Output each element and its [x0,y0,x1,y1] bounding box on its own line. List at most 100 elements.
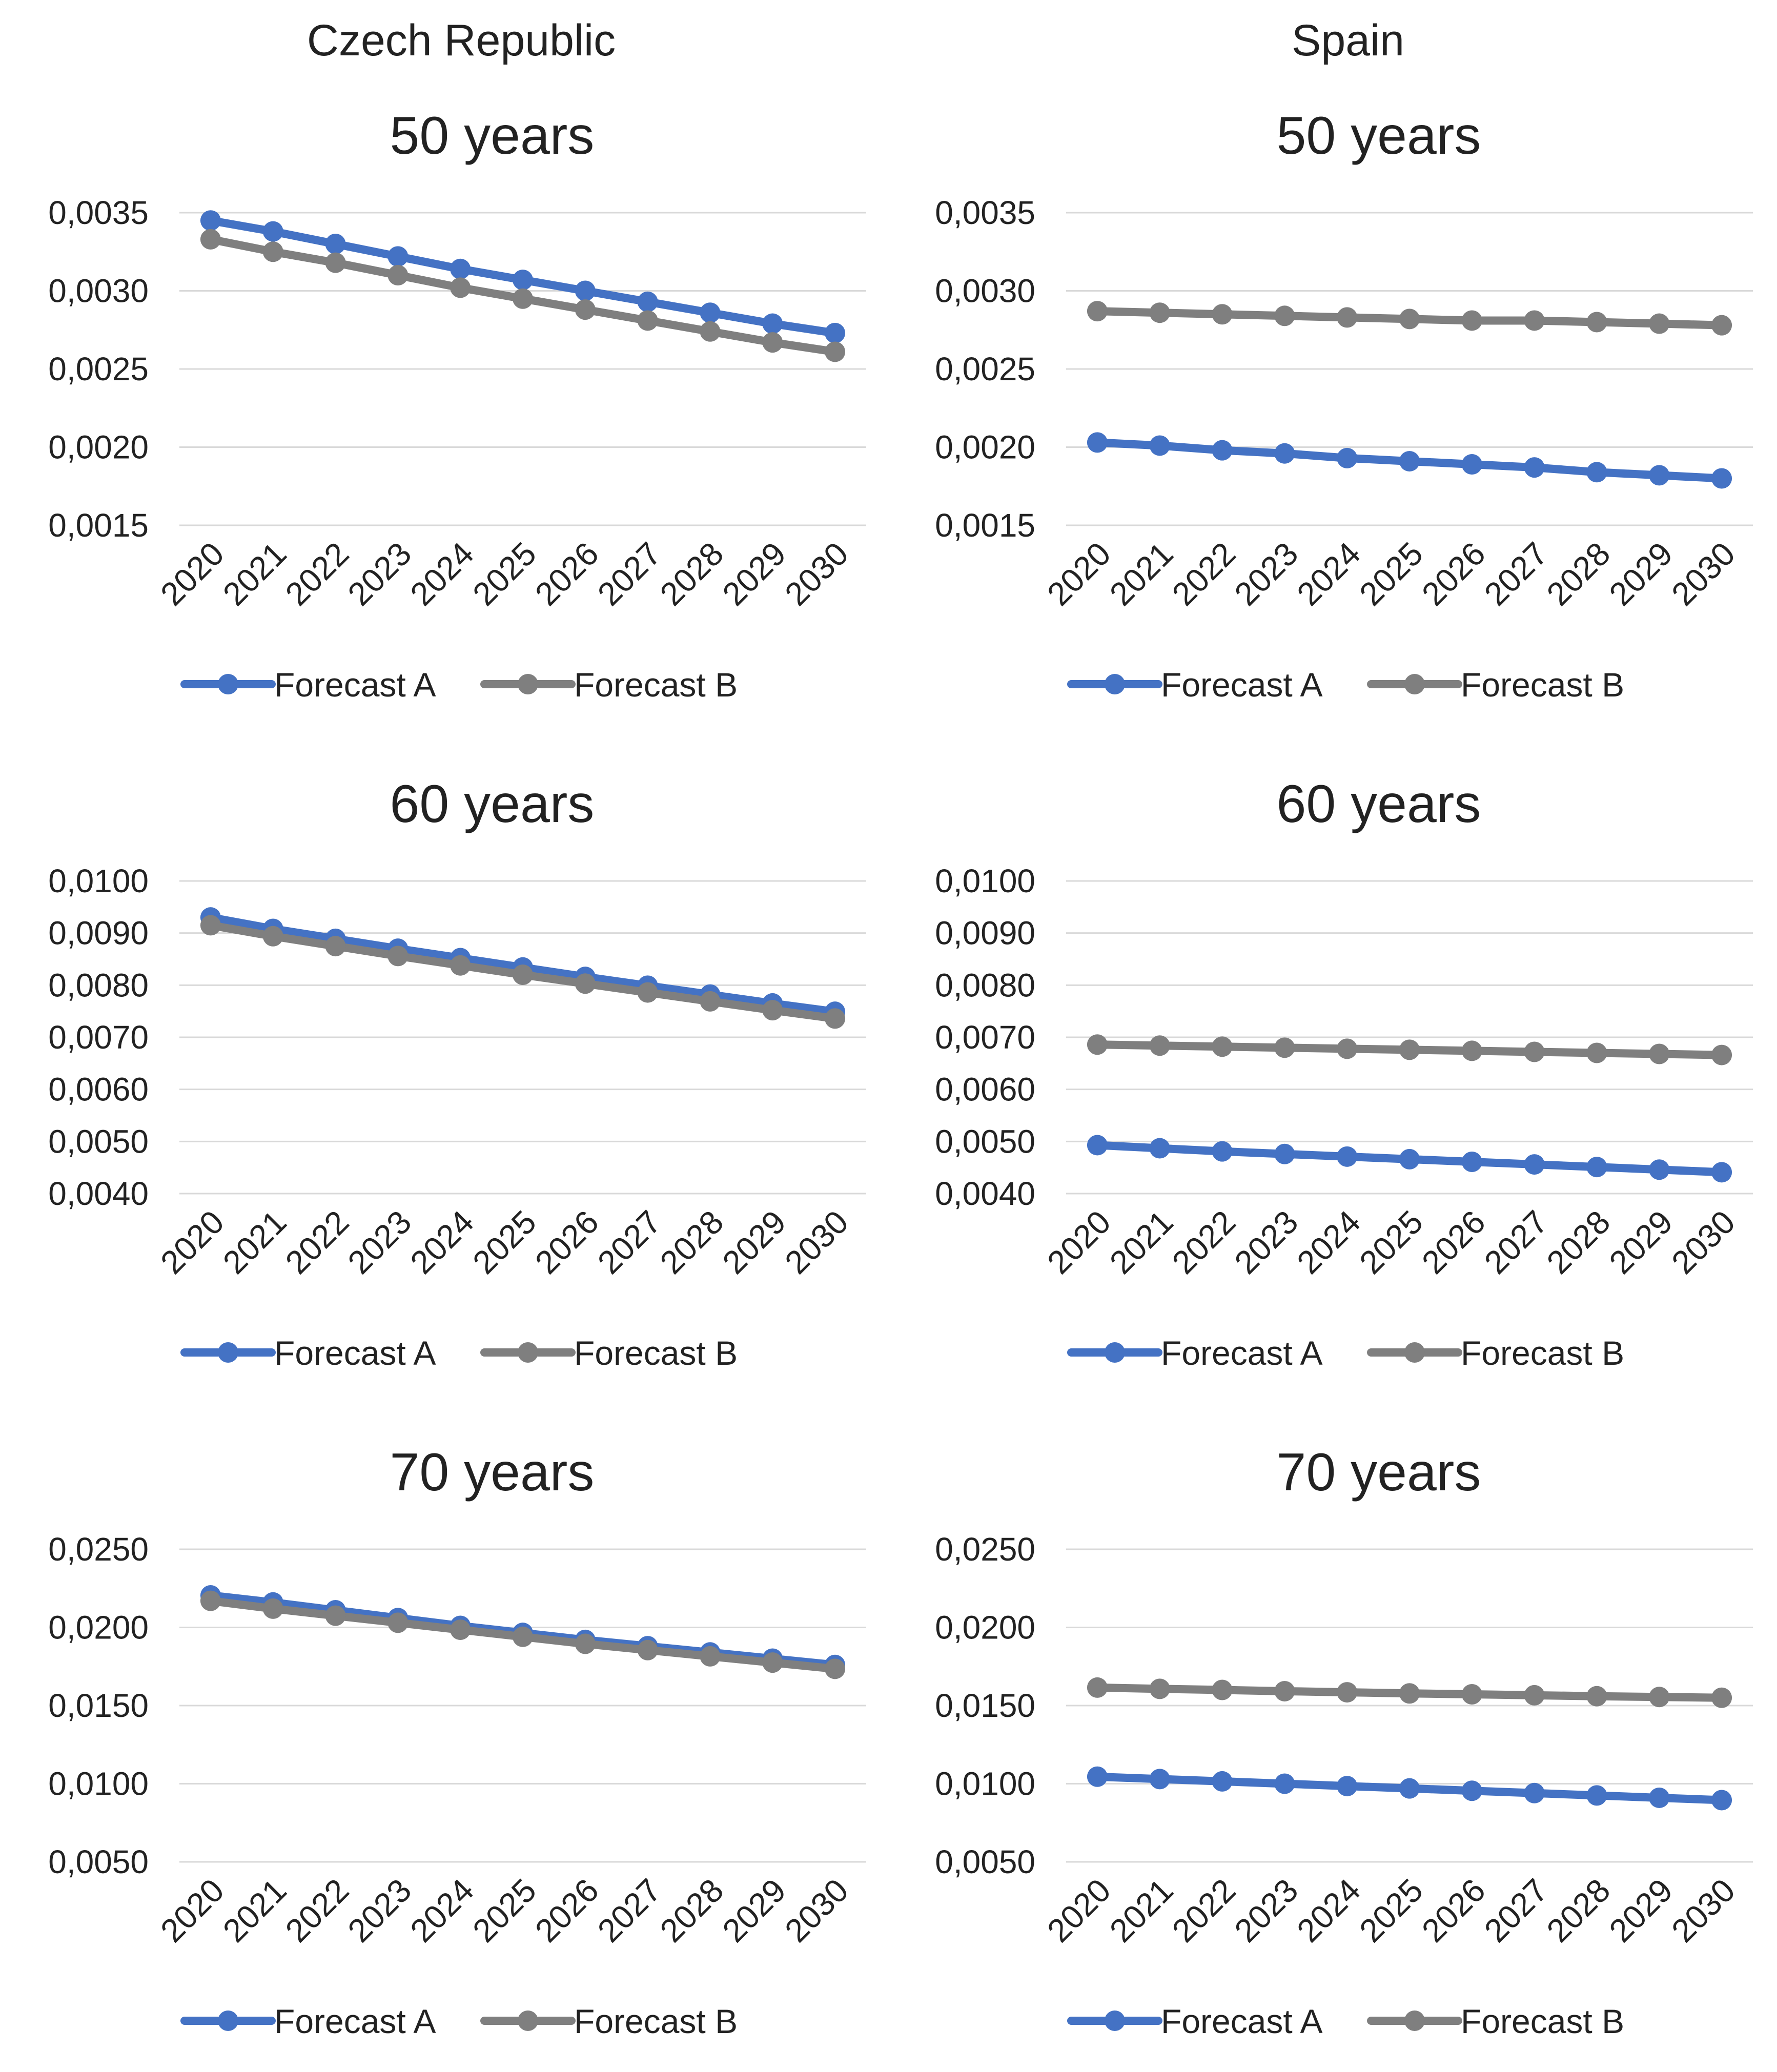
x-tick-label: 2021 [1102,1203,1180,1281]
data-point-forecast-a-2028 [1586,1785,1607,1806]
x-tick-label: 2027 [590,1203,668,1281]
data-point-forecast-b-2028 [1586,312,1607,333]
data-point-forecast-b-2026 [1461,310,1482,331]
x-tick-label: 2028 [1540,535,1618,613]
data-point-forecast-b-2025 [513,1626,533,1647]
data-point-forecast-b-2029 [762,1652,783,1673]
line-chart-czech-70-years: 70 years0,02500,02000,01500,01000,005020… [48,1443,866,2040]
data-point-forecast-a-2026 [1461,454,1482,475]
data-point-forecast-a-2029 [1649,1159,1670,1180]
data-point-forecast-b-2022 [1212,304,1233,325]
data-point-forecast-b-2024 [1337,1682,1358,1703]
y-tick-label: 0,0035 [48,194,149,231]
chart-title: 70 years [390,1443,595,1502]
y-tick-label: 0,0040 [935,1175,1035,1212]
x-tick-label: 2020 [153,535,231,613]
x-tick-label: 2025 [465,1872,543,1950]
chart-panel-spain-70: 70 years 0,0250 0,0200 0,0150 0,0100 0,0050 20… [887,1434,1753,2049]
y-tick-label: 0,0015 [935,507,1035,544]
y-tick-label: 0,0050 [935,1843,1035,1880]
data-point-forecast-a-2030 [1711,1162,1732,1183]
legend-marker-forecast-a [1105,674,1125,694]
data-point-forecast-b-2021 [262,926,283,947]
data-point-forecast-b-2022 [325,252,346,273]
data-point-forecast-b-2030 [1711,1044,1732,1065]
data-point-forecast-a-2023 [1274,1143,1295,1164]
data-point-forecast-b-2024 [1337,1038,1358,1059]
data-point-forecast-b-2026 [575,1633,596,1654]
data-point-forecast-a-2028 [1586,1157,1607,1178]
data-point-forecast-b-2020 [200,229,221,250]
data-point-forecast-b-2028 [700,1646,721,1667]
data-point-forecast-a-2020 [200,210,221,231]
data-point-forecast-b-2023 [1274,305,1295,326]
data-point-forecast-a-2025 [513,270,533,291]
data-point-forecast-b-2025 [513,965,533,985]
data-point-forecast-a-2022 [1212,1771,1233,1792]
chart-panel-czech-50: 50 years 0,0035 0,0030 0,0025 0,0020 0,0015 20… [0,97,866,712]
legend-marker-forecast-b [518,1342,538,1363]
data-point-forecast-b-2030 [1711,315,1732,336]
x-tick-label: 2022 [278,1203,356,1281]
data-point-forecast-b-2030 [825,1008,846,1029]
chart-panel-czech-60: 60 years 0,0100 0,0090 0,0080 0,0070 0,0060 0,… [0,766,866,1381]
legend-label-forecast-a: Forecast A [274,666,436,704]
data-point-forecast-a-2029 [762,313,783,334]
data-point-forecast-b-2029 [1649,1043,1670,1064]
x-tick-label: 2024 [403,535,481,613]
data-point-forecast-b-2023 [387,946,408,967]
chart-panel-spain-50: 50 years 0,0035 0,0030 0,0025 0,0020 0,0015 20… [887,97,1753,712]
legend-label-forecast-b: Forecast B [574,2002,738,2040]
data-point-forecast-b-2025 [513,288,533,309]
x-tick-label: 2021 [216,1872,294,1950]
data-point-forecast-b-2028 [1586,1042,1607,1063]
data-point-forecast-a-2024 [450,258,471,279]
data-point-forecast-b-2027 [637,310,658,331]
legend-label-forecast-a: Forecast A [274,1334,436,1372]
data-point-forecast-b-2024 [450,277,471,298]
data-point-forecast-b-2022 [325,936,346,957]
y-tick-label: 0,0100 [48,1766,149,1802]
x-tick-label: 2030 [1664,535,1742,613]
x-tick-label: 2025 [1352,1203,1430,1281]
data-point-forecast-b-2021 [1149,302,1170,323]
x-tick-label: 2029 [716,535,793,613]
data-point-forecast-b-2026 [575,973,596,994]
y-tick-label: 0,0020 [48,429,149,466]
x-tick-label: 2027 [590,535,668,613]
data-point-forecast-b-2027 [637,982,658,1003]
data-point-forecast-a-2021 [1149,1138,1170,1159]
y-tick-label: 0,0150 [935,1687,1035,1724]
data-point-forecast-a-2026 [1461,1151,1482,1172]
x-tick-label: 2026 [1415,535,1493,613]
data-point-forecast-b-2021 [1149,1678,1170,1699]
x-tick-label: 2027 [590,1872,668,1950]
y-tick-label: 0,0100 [935,1766,1035,1802]
chart-title: 50 years [1277,106,1481,166]
x-tick-label: 2028 [653,535,731,613]
y-tick-label: 0,0100 [935,863,1035,899]
x-tick-label: 2022 [278,535,356,613]
line-chart-czech-50-years: 50 years0,00350,00300,00250,00200,001520… [48,106,866,704]
x-tick-label: 2021 [216,1203,294,1281]
x-tick-label: 2025 [1352,1872,1430,1950]
x-tick-label: 2030 [778,535,855,613]
data-point-forecast-a-2026 [575,280,596,301]
x-tick-label: 2026 [528,535,606,613]
x-tick-label: 2021 [1102,1872,1180,1950]
data-point-forecast-b-2029 [762,1000,783,1021]
x-tick-label: 2030 [778,1872,855,1950]
x-tick-label: 2026 [1415,1203,1493,1281]
data-point-forecast-a-2028 [1586,462,1607,483]
data-point-forecast-a-2028 [700,302,721,323]
x-tick-label: 2029 [1602,1872,1680,1950]
x-tick-label: 2023 [341,1203,419,1281]
x-tick-label: 2020 [153,1203,231,1281]
legend-label-forecast-b: Forecast B [574,666,738,704]
y-tick-label: 0,0100 [48,863,149,899]
legend-label-forecast-b: Forecast B [1461,2002,1624,2040]
x-tick-label: 2027 [1477,535,1555,613]
x-tick-label: 2021 [1102,535,1180,613]
x-tick-label: 2022 [1165,1203,1243,1281]
data-point-forecast-b-2030 [825,1658,846,1679]
